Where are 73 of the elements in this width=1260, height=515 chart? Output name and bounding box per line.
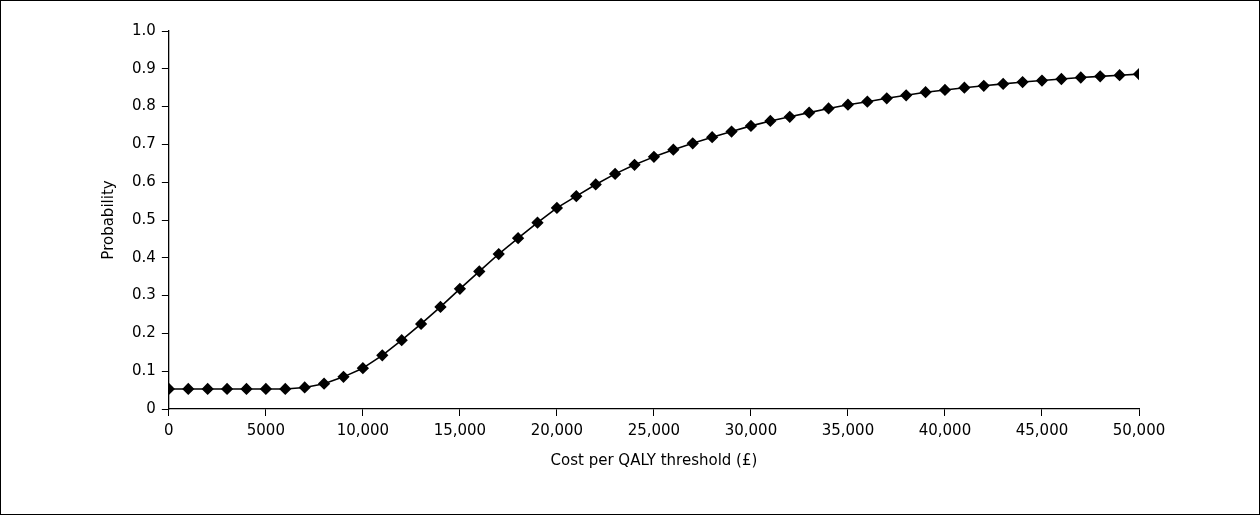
y-tick-label: 0.3 (132, 285, 156, 304)
point (609, 168, 621, 180)
y-axis-title: Probability (98, 180, 117, 260)
y-tick-label: 1.0 (132, 20, 156, 39)
x-tick-label: 40,000 (918, 420, 972, 439)
point (221, 383, 233, 395)
point (919, 86, 932, 99)
point (1016, 76, 1029, 88)
y-tick-label: 0 (146, 398, 156, 417)
point (434, 301, 447, 313)
point (551, 202, 563, 214)
point (279, 383, 292, 395)
point (706, 131, 718, 144)
point (861, 95, 874, 108)
point (764, 115, 777, 127)
point (958, 81, 971, 94)
point (1055, 73, 1068, 85)
point (240, 383, 253, 395)
x-tick-label: 5000 (246, 420, 285, 439)
point (822, 102, 835, 115)
x-tick-label: 0 (164, 420, 174, 439)
point (803, 106, 815, 119)
y-tick-label: 0.8 (132, 96, 156, 115)
y-tick-label: 0.9 (132, 58, 156, 77)
x-tick-label: 15,000 (433, 420, 487, 439)
point (454, 283, 466, 295)
y-tick-label: 0.6 (132, 172, 156, 191)
x-tick-label: 25,000 (627, 420, 681, 439)
point (395, 334, 408, 346)
point (1074, 71, 1087, 84)
point (725, 125, 738, 138)
point (570, 190, 583, 202)
point (900, 89, 912, 102)
point (182, 383, 195, 395)
point (201, 383, 214, 395)
x-tick-label: 30,000 (724, 420, 778, 439)
point (1113, 69, 1126, 82)
y-tick-label: 0.5 (132, 209, 156, 228)
point (1036, 74, 1048, 87)
y-tick-label: 0.7 (132, 134, 156, 153)
point (997, 78, 1009, 90)
point (667, 143, 680, 156)
x-tick-label: 50,000 (1112, 420, 1166, 439)
point (880, 92, 893, 105)
point (648, 151, 660, 163)
point (939, 84, 951, 96)
point (318, 377, 330, 390)
x-axis-title: Cost per QALY threshold (£) (550, 450, 758, 469)
point (783, 111, 796, 123)
y-tick-label: 0.2 (132, 323, 156, 342)
point (376, 349, 389, 362)
y-tick-label: 0.4 (132, 247, 156, 266)
point (1094, 70, 1106, 83)
point (337, 371, 350, 383)
point (473, 265, 486, 278)
point (531, 216, 544, 229)
x-tick-label: 20,000 (530, 420, 584, 439)
point (298, 381, 311, 394)
point (512, 232, 524, 244)
point (589, 178, 602, 191)
point (686, 137, 699, 150)
x-tick-label: 10,000 (336, 420, 390, 439)
point (628, 159, 641, 171)
x-tick-label: 35,000 (821, 420, 875, 439)
point (415, 318, 427, 330)
point (357, 362, 369, 374)
y-tick-label: 0.1 (132, 361, 156, 380)
point (842, 98, 854, 111)
point (260, 383, 272, 395)
point (492, 248, 505, 260)
point (977, 80, 990, 92)
x-tick-label: 45,000 (1015, 420, 1069, 439)
point (745, 120, 757, 132)
